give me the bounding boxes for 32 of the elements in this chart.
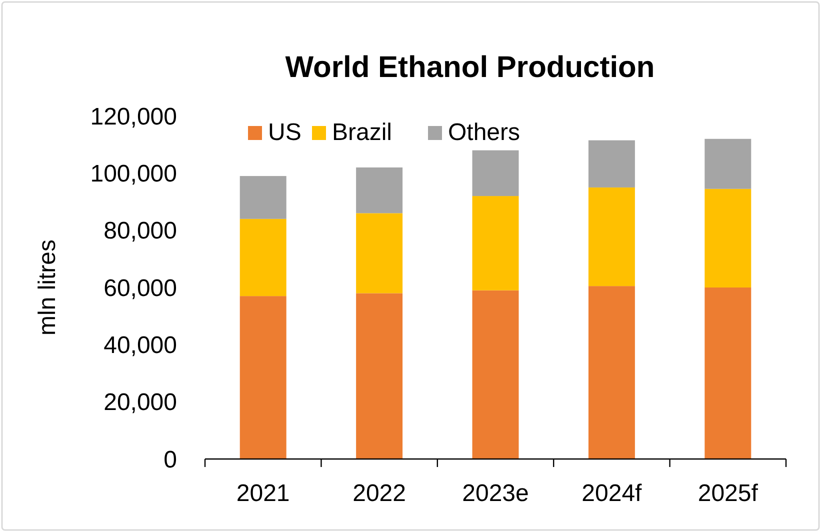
x-tick-label: 2024f xyxy=(582,480,642,507)
bar xyxy=(588,140,635,188)
bar xyxy=(472,196,519,290)
bar xyxy=(356,213,403,294)
bar xyxy=(472,150,519,196)
bar xyxy=(356,167,403,214)
bar xyxy=(704,138,752,189)
bar xyxy=(704,288,752,459)
x-tick-label: 2021 xyxy=(236,480,290,507)
chart-title: World Ethanol Production xyxy=(285,51,655,84)
legend-label: US xyxy=(268,119,302,146)
y-tick-label: 120,000 xyxy=(90,103,177,130)
bar xyxy=(240,176,286,219)
bar xyxy=(588,286,635,459)
y-axis-title: mln litres xyxy=(34,239,61,336)
bar xyxy=(240,296,286,459)
y-tick-label: 80,000 xyxy=(104,218,177,245)
x-tick-label: 2022 xyxy=(352,480,406,507)
bar xyxy=(588,187,635,286)
x-tick-label: 2023e xyxy=(462,480,529,507)
y-tick-label: 100,000 xyxy=(90,160,177,188)
legend-label: Brazil xyxy=(332,119,392,146)
bar xyxy=(240,218,286,296)
x-tick-label: 2025f xyxy=(698,480,758,507)
y-tick-label: 20,000 xyxy=(104,389,177,416)
y-tick-label: 60,000 xyxy=(104,274,177,302)
bar xyxy=(472,290,519,459)
bar xyxy=(356,293,403,459)
y-tick-label: 40,000 xyxy=(104,332,177,360)
y-tick-label: 0 xyxy=(164,446,177,474)
bar xyxy=(704,188,752,288)
legend-label: Others xyxy=(448,119,520,146)
